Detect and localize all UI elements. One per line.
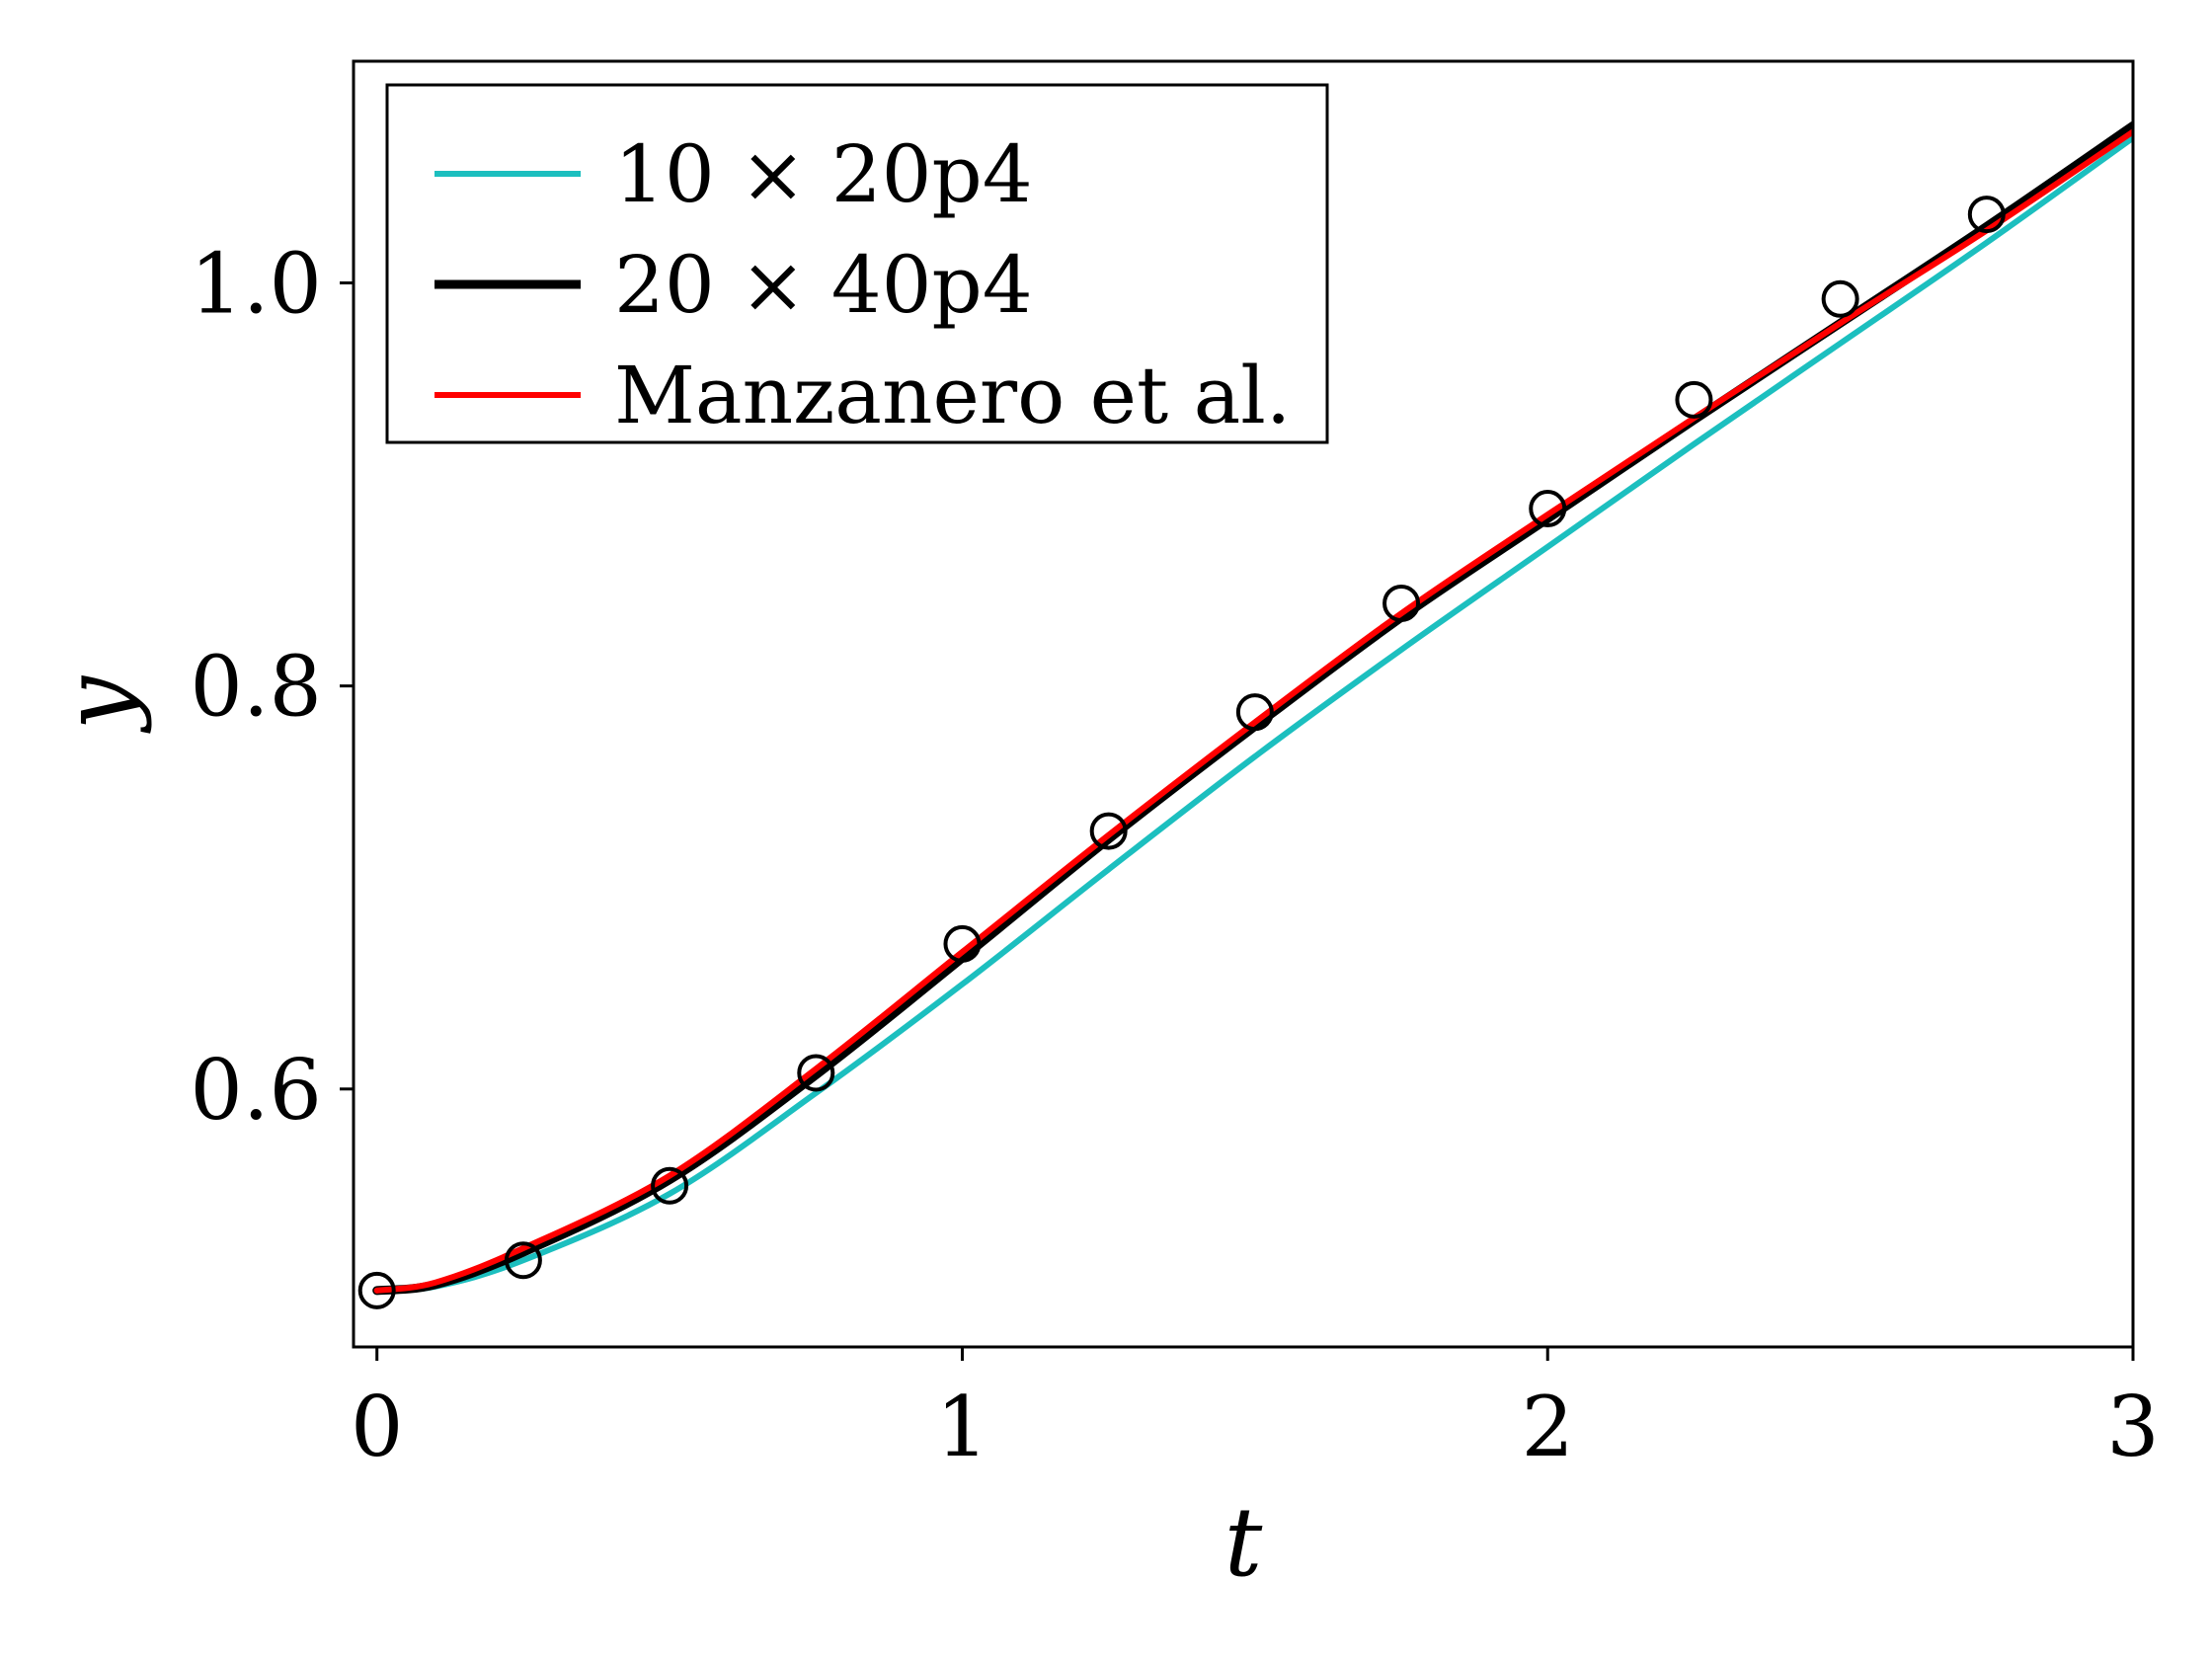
legend-label: 10 × 20p4 — [614, 128, 1033, 220]
marker-point — [1529, 490, 1567, 528]
legend-label: Manzanero et al. — [614, 350, 1291, 441]
marker-point — [1967, 196, 2006, 234]
x-tick-label: 3 — [2106, 1379, 2159, 1475]
marker-point — [943, 924, 982, 963]
series-line-1 — [373, 134, 2133, 1294]
marker-point — [1235, 693, 1274, 732]
x-tick-label: 0 — [351, 1379, 403, 1475]
x-axis-label: t — [1224, 1487, 1263, 1598]
y-axis-label: y — [42, 674, 153, 734]
legend-box — [385, 83, 1329, 444]
plot-area — [357, 120, 2133, 1309]
marker-point — [504, 1241, 542, 1280]
x-tick-label: 1 — [936, 1379, 988, 1475]
y-tick-label: 0.6 — [190, 1042, 322, 1139]
marker-point — [651, 1166, 689, 1205]
legend: 10 × 20p4 20 × 40p4 Manzanero et al. — [385, 83, 1329, 444]
marker-point — [1821, 279, 1859, 318]
marker-point — [1675, 380, 1713, 419]
x-axis: 0 1 2 3 — [351, 1347, 2160, 1475]
series-line-3 — [373, 128, 2133, 1294]
y-tick-label: 1.0 — [190, 235, 322, 332]
legend-label: 20 × 40p4 — [614, 239, 1033, 331]
marker-point — [1382, 584, 1421, 622]
series-group — [357, 120, 2133, 1309]
plot-frame — [352, 59, 2135, 1349]
marker-point — [357, 1271, 396, 1309]
marker-point — [797, 1054, 835, 1092]
x-tick-label: 2 — [1522, 1379, 1574, 1475]
y-tick-label: 0.8 — [190, 639, 322, 736]
y-axis: 0.6 0.8 1.0 — [190, 235, 354, 1139]
marker-point — [1089, 812, 1128, 850]
